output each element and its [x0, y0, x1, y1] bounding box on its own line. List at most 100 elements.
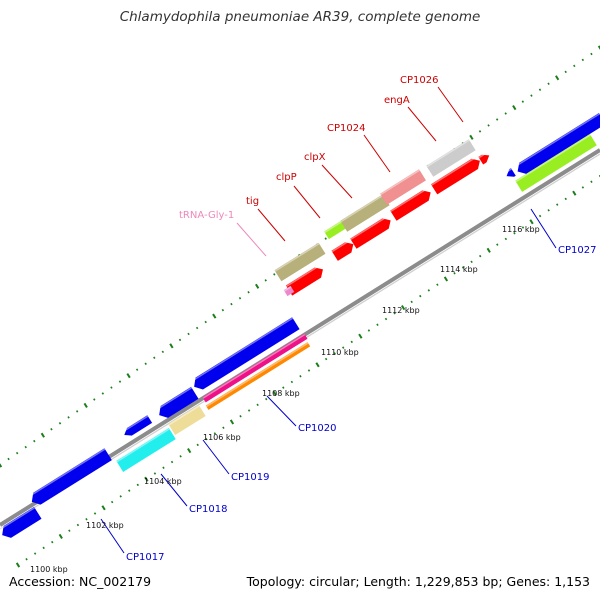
tick-mark — [212, 313, 217, 319]
tick-mark — [590, 52, 593, 56]
tick-mark — [195, 326, 199, 330]
tick-mark — [230, 302, 233, 306]
feature-trna-shape — [283, 285, 295, 297]
tick-mark — [256, 403, 259, 407]
tick-mark — [247, 409, 251, 412]
tick-mark — [128, 489, 131, 492]
feature-red-5 — [430, 155, 480, 195]
tick-mark — [101, 505, 106, 511]
tick-mark — [461, 266, 465, 269]
gene-labels: CP1026 engA CP1024 clpX clpP tig tRNA-Gly-1 CP1… — [126, 75, 596, 563]
tick-mark — [547, 82, 550, 85]
feature-cp1018-cyan-shape — [116, 428, 176, 472]
tick-mark — [307, 369, 311, 372]
tick-mark — [239, 415, 242, 418]
scale-label: 1114 kbp — [440, 265, 478, 274]
leader-line — [100, 518, 125, 554]
tick-mark — [555, 75, 560, 81]
feature-blue-e-shape — [2, 506, 42, 538]
feature-cp1020-magenta-shape — [202, 333, 308, 403]
scale-label: 1112 kbp — [382, 306, 420, 315]
gene-label-cp1027: CP1027 — [558, 245, 596, 256]
feature-blue-small-shape — [506, 168, 516, 177]
scale-labels: 1100 kbp 1102 kbp 1104 kbp 1106 kbp 1108 kbp… — [30, 225, 540, 574]
tick-mark — [315, 362, 320, 368]
feature-red-4-shape — [390, 190, 431, 221]
feature-blue-small — [504, 168, 516, 177]
tick-mark — [401, 305, 406, 311]
tick-mark — [419, 294, 422, 298]
tick-mark — [101, 392, 105, 395]
feature-red-6-shape — [478, 154, 490, 165]
tick-mark — [564, 197, 567, 201]
feature-cp1019-khaki-shape — [168, 404, 206, 436]
tick-mark — [272, 390, 277, 396]
tick-mark — [478, 254, 482, 258]
feature-tig — [274, 242, 326, 282]
tick-mark — [50, 428, 53, 431]
tick-mark — [153, 356, 156, 360]
scale-label: 1106 kbp — [203, 433, 241, 442]
tick-mark — [264, 279, 267, 282]
tick-mark — [496, 243, 499, 246]
tick-mark — [504, 237, 508, 241]
tick-mark — [169, 343, 174, 349]
tick-mark — [324, 357, 328, 361]
feature-enga — [426, 139, 476, 177]
tick-mark — [265, 397, 268, 401]
tick-mark — [33, 439, 36, 443]
feature-blue-e — [0, 506, 42, 538]
tick-mark — [597, 45, 600, 50]
page-title: Chlamydophila pneumoniae AR39, complete … — [119, 9, 481, 25]
tick-mark — [538, 88, 542, 91]
tick-mark — [24, 445, 27, 449]
tick-mark — [572, 190, 577, 196]
tick-mark — [144, 476, 149, 482]
leader-line — [321, 164, 353, 199]
feature-red-2-shape — [331, 242, 354, 261]
tick-mark — [42, 546, 45, 550]
tick-mark — [196, 443, 199, 447]
tick-mark — [204, 320, 207, 324]
tick-mark — [255, 283, 260, 289]
tick-mark — [495, 118, 499, 121]
scale-label: 1104 kbp — [144, 477, 182, 486]
tick-mark — [443, 276, 449, 282]
feature-orange-shape — [205, 342, 311, 410]
tick-mark — [178, 338, 182, 342]
tick-mark — [486, 247, 491, 253]
tick-mark — [222, 426, 225, 429]
tick-mark — [556, 203, 559, 206]
feature-red-3 — [350, 215, 391, 249]
tick-mark — [110, 500, 114, 504]
tick-mark — [333, 352, 336, 355]
gene-label-clpx: clpX — [304, 152, 326, 163]
tick-mark — [119, 495, 122, 498]
feature-trna — [283, 285, 295, 297]
feature-lime-right — [515, 134, 597, 192]
tick-mark — [470, 260, 473, 264]
summary-text: Topology: circular; Length: 1,229,853 bp… — [246, 574, 590, 589]
tick-mark — [187, 448, 192, 454]
tick-mark — [33, 552, 37, 555]
feature-trna-lime — [324, 220, 346, 240]
tick-mark — [564, 70, 567, 74]
tick-mark — [136, 483, 140, 487]
feature-blue-c-shape — [124, 415, 153, 436]
tick-mark — [521, 100, 525, 103]
gene-label-clpp: clpP — [276, 172, 297, 183]
gene-label-cp1024: CP1024 — [327, 123, 365, 134]
leader-line — [266, 395, 297, 427]
tick-mark — [367, 329, 371, 332]
tick-mark — [324, 237, 327, 240]
feature-red-3-shape — [350, 218, 391, 249]
tick-mark — [342, 346, 345, 349]
tick-mark — [590, 180, 593, 183]
tick-mark — [0, 463, 3, 468]
tick-mark — [436, 283, 439, 286]
tick-mark — [118, 380, 122, 383]
leader-line — [437, 86, 464, 123]
feature-blue-a — [190, 317, 300, 390]
tick-mark — [512, 105, 517, 111]
tick-mark — [58, 533, 63, 539]
